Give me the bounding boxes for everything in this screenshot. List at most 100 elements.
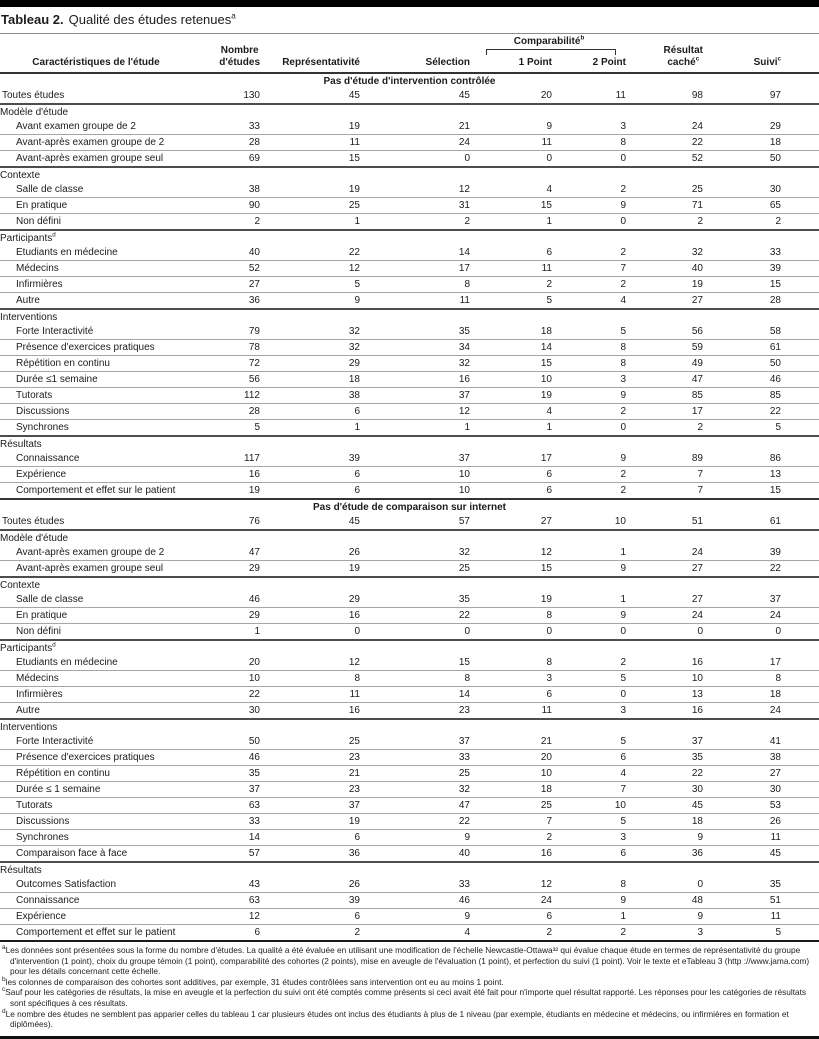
cell-value: 8 (380, 276, 476, 293)
cell-value: 16 (476, 845, 556, 863)
data-row: Avant-après examen groupe seul 69 15 0 0 0 52 5… (0, 150, 819, 168)
footnote-marker: d (2, 1007, 6, 1015)
cell-value: 14 (476, 339, 556, 356)
cell-value: 45 (272, 514, 380, 531)
cell-value: 6 (476, 482, 556, 500)
cell-value: 12 (476, 545, 556, 561)
cell-value: 16 (272, 702, 380, 720)
cell-value: 8 (380, 670, 476, 687)
cell-value: 22 (272, 245, 380, 261)
data-row: Comportement et effet sur le patient 6 2 4 2… (0, 924, 819, 942)
cell-value: 59 (632, 339, 712, 356)
cell-value: 11 (476, 134, 556, 151)
cell-value: 37 (632, 734, 712, 750)
row-label: Modèle d'étude (0, 529, 819, 545)
row-label: Connaissance (0, 892, 192, 909)
group-row: Modèle d'étude (0, 103, 819, 119)
cell-value: 25 (632, 182, 712, 198)
cell-value: 19 (272, 119, 380, 135)
data-row: Présence d'exercices pratiques 46 23 33 20 6 3… (0, 749, 819, 766)
cell-value: 15 (476, 355, 556, 372)
cell-value: 1 (476, 213, 556, 231)
cell-value: 130 (192, 88, 272, 105)
cell-value: 45 (632, 797, 712, 814)
cell-value: 39 (272, 892, 380, 909)
cell-value: 3 (556, 702, 632, 720)
cell-value: 46 (380, 892, 476, 909)
cell-value: 2 (380, 213, 476, 231)
cell-value: 19 (632, 276, 712, 293)
group-row: Participantsd (0, 639, 819, 655)
footnote-marker: c (2, 986, 6, 994)
cell-value: 98 (632, 88, 712, 105)
cell-value: 86 (712, 451, 819, 467)
cell-value: 24 (712, 607, 819, 624)
cell-value: 22 (632, 134, 712, 151)
row-label: Avant-après examen groupe de 2 (0, 134, 192, 151)
cell-value: 35 (632, 749, 712, 766)
group-row: Modèle d'étude (0, 529, 819, 545)
row-label: Interventions (0, 308, 819, 324)
cell-value: 7 (632, 466, 712, 483)
row-label: Répétition en continu (0, 765, 192, 782)
column-header-characteristics: Caractéristiques de l'étude (32, 56, 160, 68)
row-label: En pratique (0, 197, 192, 214)
group-row: Contexte (0, 166, 819, 182)
column-header-selection: Sélection (425, 56, 470, 68)
row-label: Salle de classe (0, 592, 192, 608)
cell-value: 22 (380, 813, 476, 830)
cell-value: 18 (476, 324, 556, 340)
footnotes: aLes données sont présentées sous la for… (0, 942, 819, 1032)
cell-value: 20 (476, 749, 556, 766)
cell-value: 17 (712, 655, 819, 671)
cell-value: 36 (192, 292, 272, 310)
cell-value: 50 (192, 734, 272, 750)
data-row: En pratique 90 25 31 15 9 71 65 (0, 197, 819, 214)
cell-value: 12 (380, 182, 476, 198)
title-footnote-marker: a (231, 11, 236, 21)
cell-value: 24 (632, 119, 712, 135)
cell-value: 38 (192, 182, 272, 198)
row-label: Avant-après examen groupe de 2 (0, 545, 192, 561)
cell-value: 47 (380, 797, 476, 814)
cell-value: 12 (192, 908, 272, 925)
data-row: Discussions 28 6 12 4 2 17 22 (0, 403, 819, 420)
data-row: Autre 36 9 11 5 4 27 28 (0, 292, 819, 310)
cell-value: 0 (556, 419, 632, 437)
cell-value: 18 (632, 813, 712, 830)
cell-value: 11 (380, 292, 476, 310)
cell-value: 20 (192, 655, 272, 671)
cell-value: 97 (712, 88, 819, 105)
cell-value: 46 (192, 749, 272, 766)
row-label: Comportement et effet sur le patient (0, 924, 192, 942)
cell-value: 16 (192, 466, 272, 483)
table-top-rule (0, 0, 819, 7)
data-row: Avant-après examen groupe de 2 47 26 32 12 1 2… (0, 545, 819, 561)
cell-value: 37 (380, 451, 476, 467)
row-label: Participantsd (0, 229, 819, 245)
row-label: Participantsd (0, 639, 819, 655)
table-title: Tableau 2. Qualité des études retenuesa (0, 7, 819, 34)
cell-value: 33 (712, 245, 819, 261)
data-row: Expérience 12 6 9 6 1 9 11 (0, 908, 819, 925)
cell-value: 32 (380, 355, 476, 372)
cell-value: 19 (272, 813, 380, 830)
cell-value: 38 (272, 387, 380, 404)
cell-value: 0 (712, 623, 819, 641)
row-label: Expérience (0, 908, 192, 925)
cell-value: 24 (632, 545, 712, 561)
cell-value: 5 (556, 670, 632, 687)
cell-value: 18 (272, 371, 380, 388)
column-header-comparability-2point: 2 Point (592, 56, 626, 68)
row-label: Présence d'exercices pratiques (0, 749, 192, 766)
group-row: Participantsd (0, 229, 819, 245)
cell-value: 8 (556, 877, 632, 893)
row-label: Salle de classe (0, 182, 192, 198)
cell-value: 52 (192, 260, 272, 277)
cell-value: 2 (556, 655, 632, 671)
row-label: Médecins (0, 670, 192, 687)
cell-value: 6 (192, 924, 272, 942)
comparability-footnote-marker: b (580, 34, 585, 42)
cell-value: 0 (556, 686, 632, 703)
cell-value: 12 (272, 260, 380, 277)
